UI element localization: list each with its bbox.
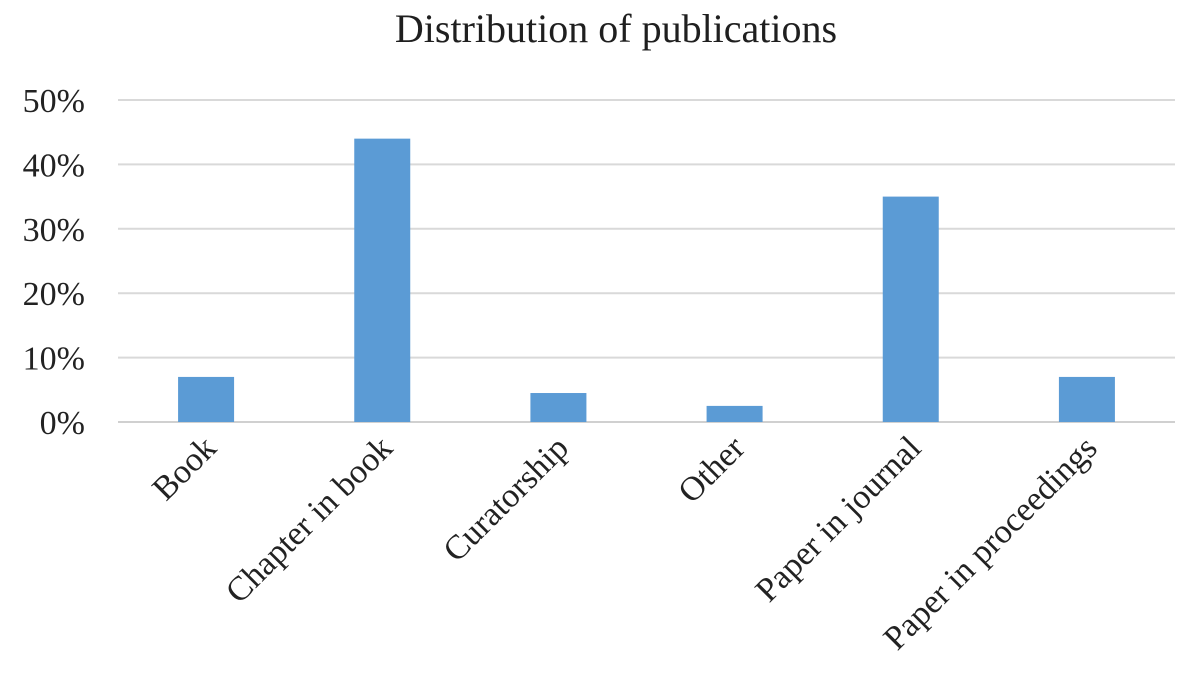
y-tick-label: 20% [23, 276, 85, 313]
x-category-label: Chapter in book [219, 429, 400, 610]
bar-paper-in-journal [882, 196, 939, 422]
x-category-label: Other [671, 429, 752, 510]
y-tick-label: 50% [23, 83, 85, 120]
bar-paper-in-proceedings [1058, 376, 1115, 422]
x-category-label: Paper in journal [749, 429, 929, 609]
bar-other [706, 405, 763, 422]
bars [178, 138, 1115, 422]
bar-book [178, 376, 235, 422]
y-tick-label: 0% [40, 405, 85, 442]
y-tick-label: 40% [23, 147, 85, 184]
y-axis-tick-labels: 0% 10% 20% 30% 40% 50% [23, 83, 85, 442]
x-category-label: Book [145, 429, 223, 507]
gridlines [118, 99, 1175, 423]
bar-curatorship [530, 393, 587, 422]
chart-title: Distribution of publications [395, 6, 837, 51]
y-tick-label: 30% [23, 212, 85, 249]
x-category-label: Curatorship [436, 429, 576, 569]
bar-chapter-in-book [354, 138, 411, 422]
y-tick-label: 10% [23, 341, 85, 378]
